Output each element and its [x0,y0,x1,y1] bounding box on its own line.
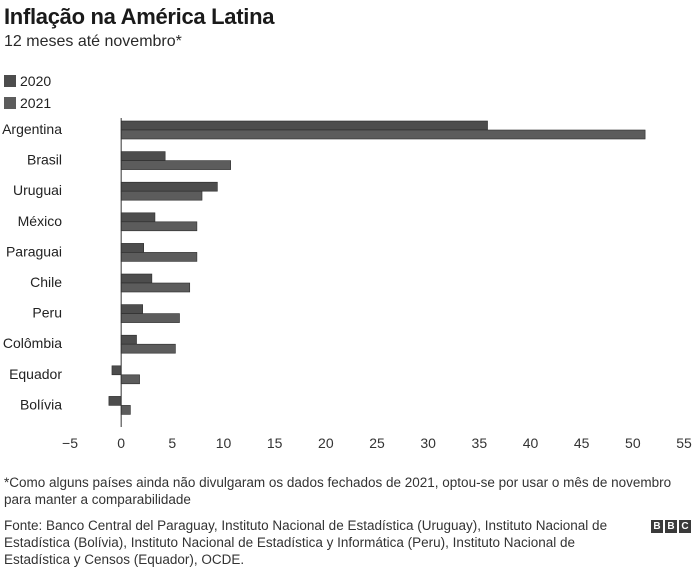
x-tick-label: 40 [523,435,539,451]
bar-2021 [120,190,203,201]
legend-item-2021: 2021 [4,92,51,114]
chart-title: Inflação na América Latina [4,4,275,29]
legend-swatch-2021 [4,97,16,109]
bar-2020 [120,304,143,314]
category-label: Peru [32,305,62,321]
bbc-logo: B B C [651,520,691,533]
bar-2021 [120,282,191,293]
bar-2021 [120,405,131,415]
bar-2020 [120,151,166,161]
x-tick-label: 10 [216,435,232,451]
x-tick-label: −5 [62,435,78,451]
bbc-logo-letter: C [679,520,691,533]
footnote: *Como alguns países ainda não divulgaram… [4,475,672,507]
bbc-logo-letter: B [651,520,663,533]
bar-2021 [120,221,198,232]
category-label: México [18,213,63,229]
x-tick-label: 5 [168,435,176,451]
bar-2020 [120,120,488,131]
category-label: Brasil [27,152,62,168]
legend-swatch-2020 [4,75,16,87]
bar-2021 [120,252,198,262]
bar-2021 [120,374,140,385]
chart-subtitle: 12 meses até novembro* [4,33,182,50]
legend: 2020 2021 [4,70,51,114]
category-label: Colômbia [3,335,62,351]
bar-2020 [108,396,122,406]
bar-2020 [120,181,218,192]
bar-2021 [120,160,231,170]
x-tick-label: 15 [267,435,283,451]
x-tick-label: 30 [420,435,436,451]
legend-label-2020: 2020 [20,73,52,89]
x-tick-label: 45 [574,435,590,451]
x-tick-label: 55 [676,435,692,451]
x-tick-label: 25 [369,435,385,451]
bar-2021 [120,343,176,354]
x-tick-label: 0 [117,435,125,451]
bar-chart: Argentina Brasil Uruguai México Paraguai Chil… [2,118,692,451]
bar-2020 [120,212,156,223]
category-label: Equador [9,366,62,382]
source-text: Fonte: Banco Central del Paraguay, Insti… [4,518,608,567]
legend-item-2020: 2020 [4,70,51,92]
bar-2021 [120,313,180,323]
legend-label-2021: 2021 [20,95,52,111]
category-label: Bolívia [20,396,62,412]
bar-2020 [120,243,144,253]
category-label: Uruguai [13,182,62,198]
category-label: Chile [30,274,62,290]
bbc-logo-letter: B [665,520,677,533]
x-tick-label: 50 [625,435,641,451]
x-tick-label: 20 [318,435,334,451]
bar-2020 [120,273,153,284]
bar-2021 [120,129,646,140]
bar-2020 [120,334,137,345]
x-tick-label: 35 [472,435,488,451]
bar-2020 [111,365,122,376]
category-label: Argentina [2,121,62,137]
category-label: Paraguai [6,243,62,259]
